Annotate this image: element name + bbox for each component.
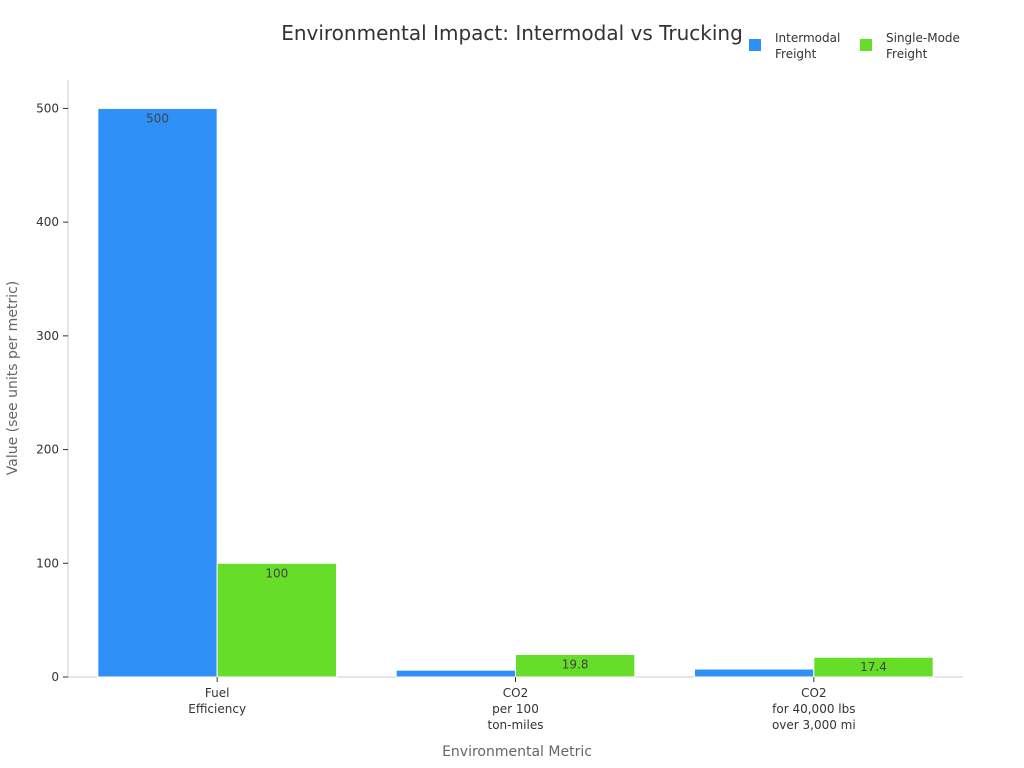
y-tick-label: 500 <box>36 101 59 115</box>
bar-single-mode <box>216 562 338 678</box>
legend-swatch <box>749 39 761 51</box>
legend-label: Single-Mode Freight <box>886 31 960 61</box>
x-tick-label: Fuel Efficiency <box>188 686 246 716</box>
bar-intermodal <box>694 668 815 678</box>
x-tick-label: CO2 per 100 ton-miles <box>488 686 544 732</box>
x-tick-labels: Fuel Efficiency CO2 per 100 ton-miles CO2 for … <box>188 677 856 732</box>
bar-intermodal <box>97 107 218 678</box>
y-tick-label: 300 <box>36 329 59 343</box>
y-tick-label: 0 <box>51 670 59 684</box>
bar-single-mode <box>813 656 934 678</box>
bar-intermodal <box>395 669 516 678</box>
legend: Intermodal Freight Single-Mode Freight <box>749 31 960 61</box>
y-tick-label: 400 <box>36 215 59 229</box>
data-label: 500 <box>146 111 169 125</box>
x-tick-label: CO2 for 40,000 lbs over 3,000 mi <box>772 686 856 732</box>
y-tick-label: 100 <box>36 556 59 570</box>
bars: 500 100 19.8 17.4 <box>97 107 934 678</box>
y-tick-label: 200 <box>36 443 59 457</box>
data-label: 19.8 <box>562 657 589 671</box>
legend-swatch <box>860 39 872 51</box>
bar-single-mode <box>515 653 636 678</box>
legend-label: Intermodal Freight <box>775 31 840 61</box>
data-label: 100 <box>265 566 288 580</box>
data-label: 17.4 <box>860 660 887 674</box>
chart-title: Environmental Impact: Intermodal vs Truc… <box>281 21 743 45</box>
y-axis-title: Value (see units per metric) <box>5 281 21 475</box>
x-axis-title: Environmental Metric <box>442 744 592 760</box>
